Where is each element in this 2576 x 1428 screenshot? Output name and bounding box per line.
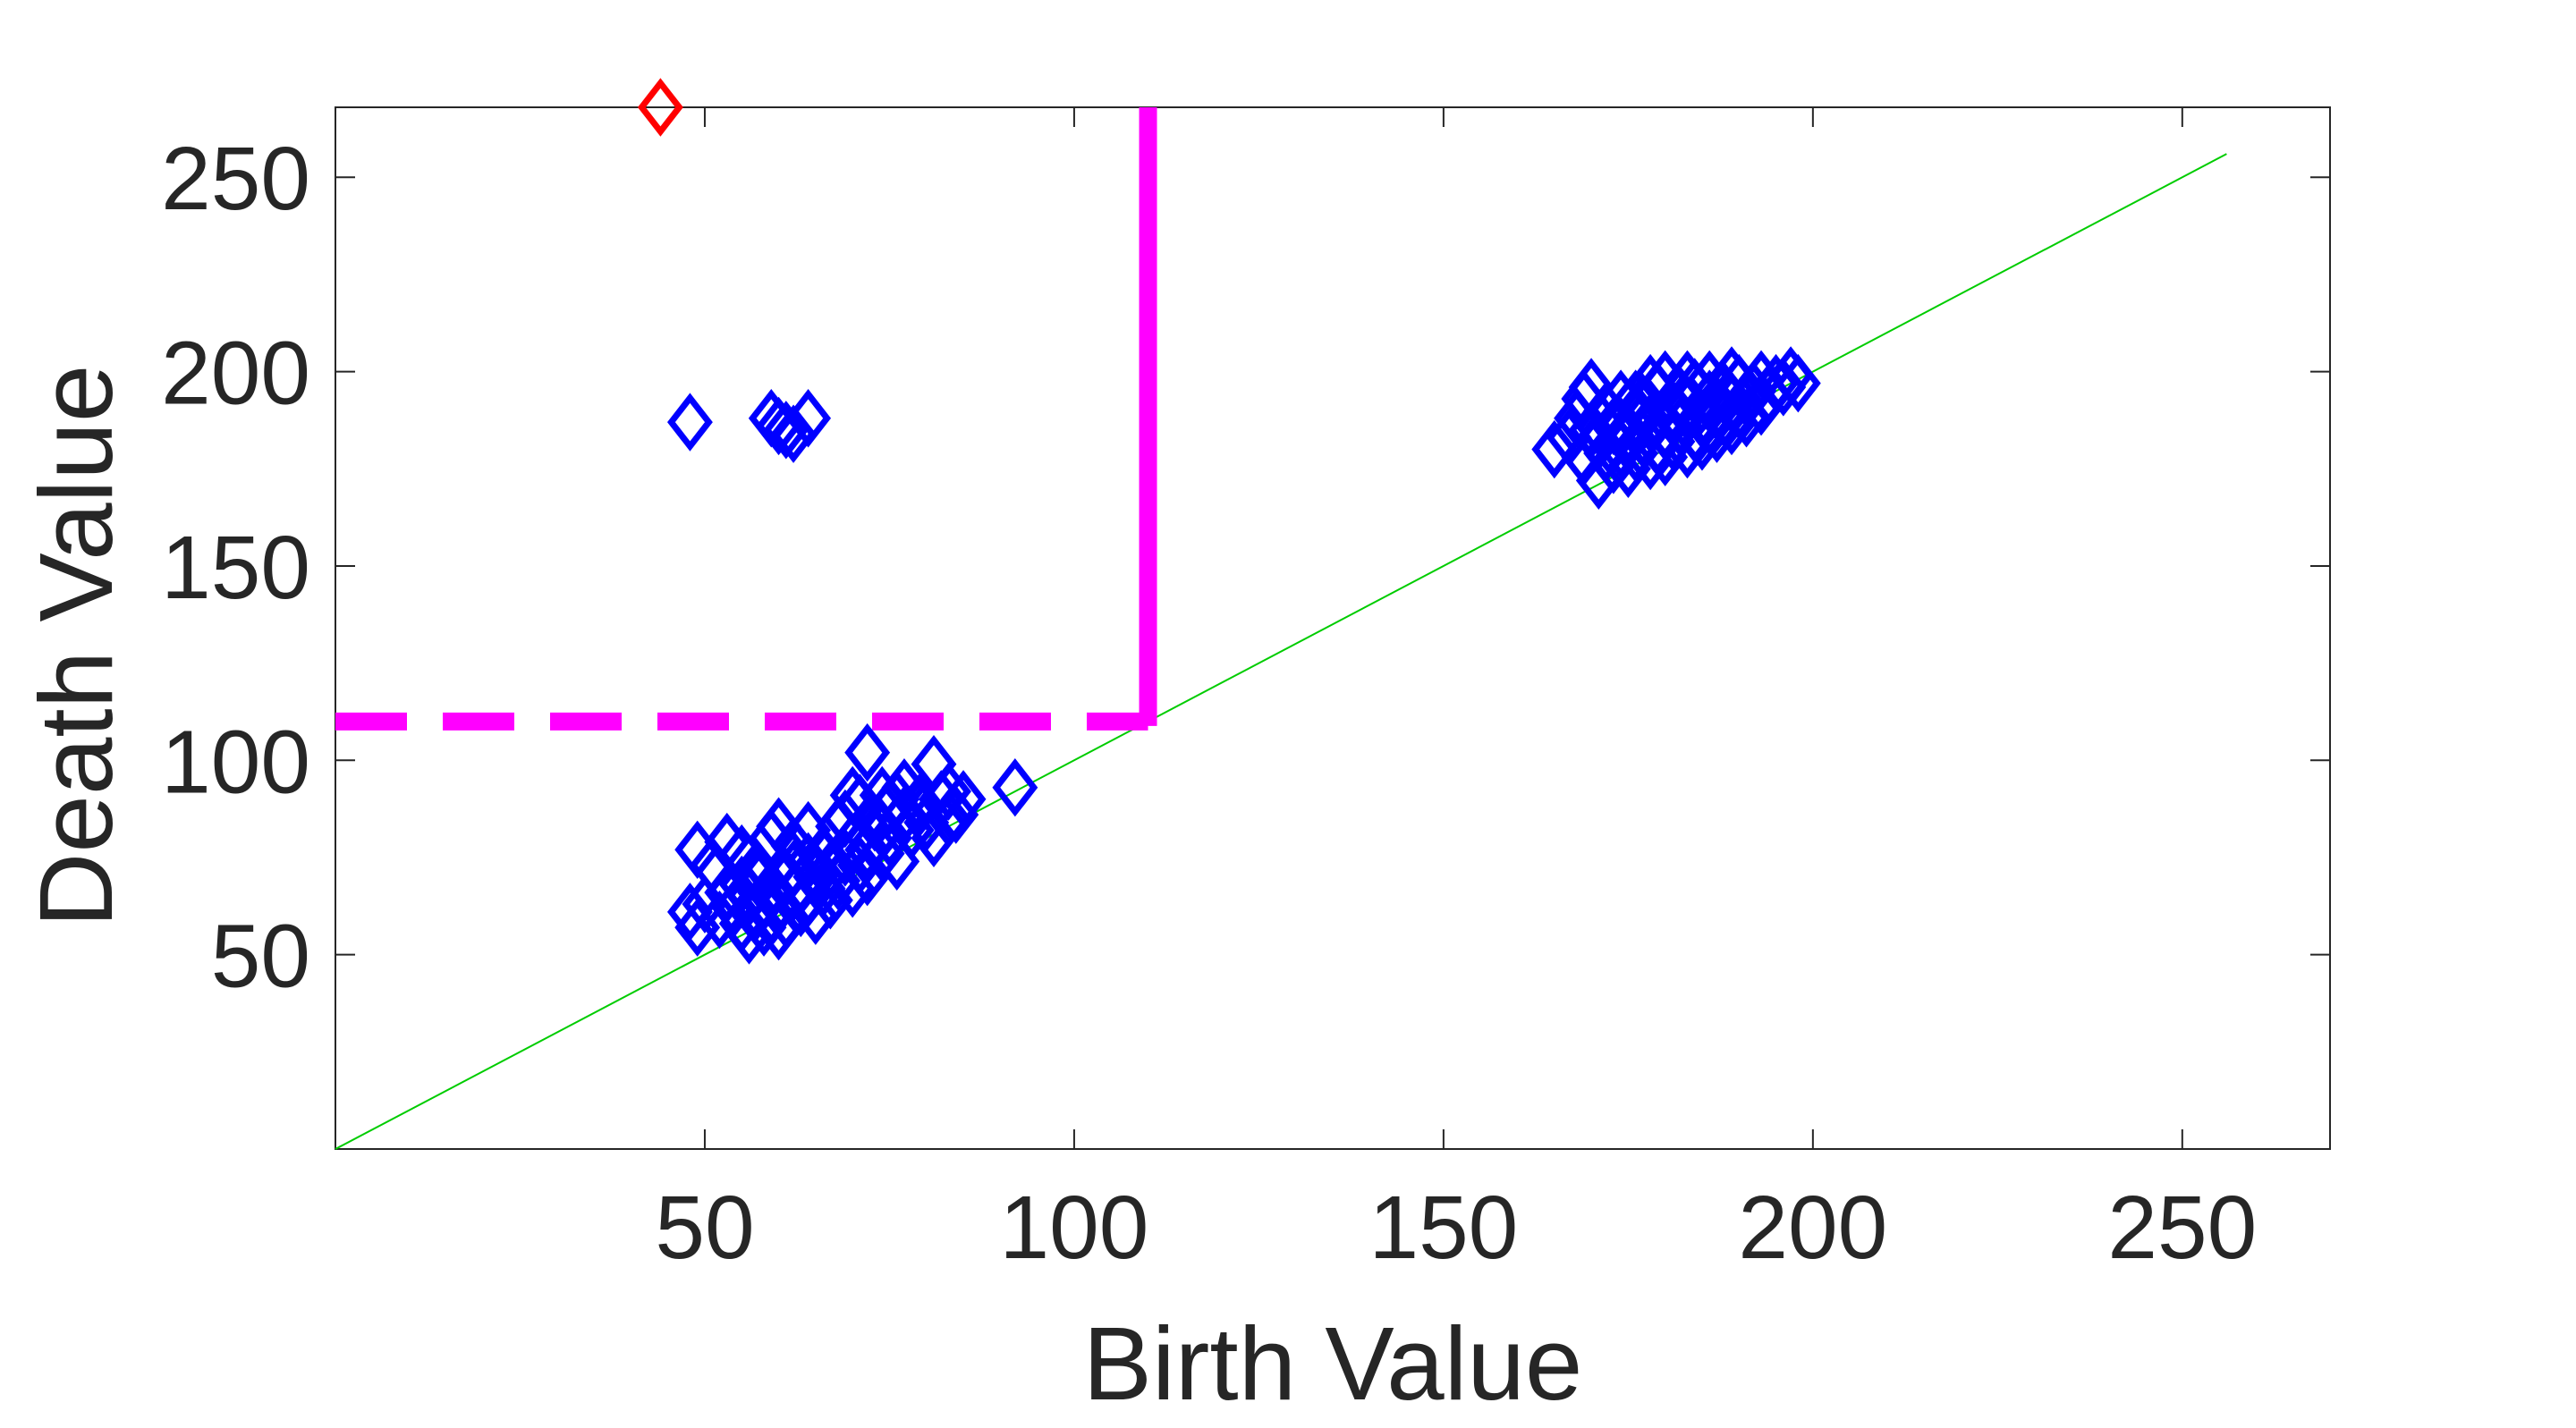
y-tick-label: 50 <box>211 907 310 1007</box>
y-tick-label: 150 <box>161 518 310 618</box>
data-point-marker <box>1649 412 1696 471</box>
x-tick-label: 50 <box>655 1178 754 1278</box>
data-point-marker <box>926 762 971 821</box>
y-axis-title: Death Value <box>18 365 134 928</box>
data-point-marker <box>770 816 817 875</box>
x-tick-label: 250 <box>2107 1178 2257 1278</box>
y-tick-label: 250 <box>161 129 310 229</box>
data-point-marker <box>667 883 713 942</box>
data-point-marker <box>807 871 853 930</box>
data-point-marker <box>1620 408 1666 468</box>
data-point-marker <box>859 824 905 883</box>
x-axis-title: Birth Value <box>1083 1305 1583 1422</box>
data-point-marker <box>1627 393 1674 452</box>
plot-area <box>335 106 2331 1150</box>
data-point-marker <box>1708 346 1755 405</box>
data-point-marker <box>1775 353 1821 413</box>
data-point-marker <box>763 401 809 460</box>
marks-layer <box>335 78 2227 1150</box>
data-point-marker <box>1531 419 1578 479</box>
x-tick-label: 100 <box>999 1178 1148 1278</box>
x-tick-label: 150 <box>1368 1178 1518 1278</box>
data-point-marker <box>926 789 971 849</box>
data-point-marker <box>785 389 832 448</box>
data-point-marker <box>822 828 869 887</box>
diagonal-line <box>335 153 2227 1150</box>
data-point-marker <box>874 770 920 829</box>
ticks-layer: 50 100 150 200 250 50 100 150 200 250 <box>161 107 2330 1278</box>
data-point-marker <box>844 848 891 907</box>
data-point-marker <box>1657 396 1703 456</box>
data-point-marker <box>770 404 817 463</box>
data-point-marker <box>667 393 713 452</box>
highlight-point-marker <box>637 78 683 137</box>
y-tick-label: 200 <box>161 324 310 424</box>
data-point-marker <box>940 770 987 829</box>
data-point-marker <box>992 758 1038 817</box>
x-tick-label: 200 <box>1738 1178 1887 1278</box>
y-tick-label: 100 <box>161 712 310 812</box>
data-point-marker <box>1627 353 1674 413</box>
data-point-marker <box>1613 369 1659 428</box>
data-point-marker <box>1686 350 1733 409</box>
axes-box <box>335 106 2331 1150</box>
data-point-marker <box>815 797 861 856</box>
data-point-marker <box>844 722 891 782</box>
